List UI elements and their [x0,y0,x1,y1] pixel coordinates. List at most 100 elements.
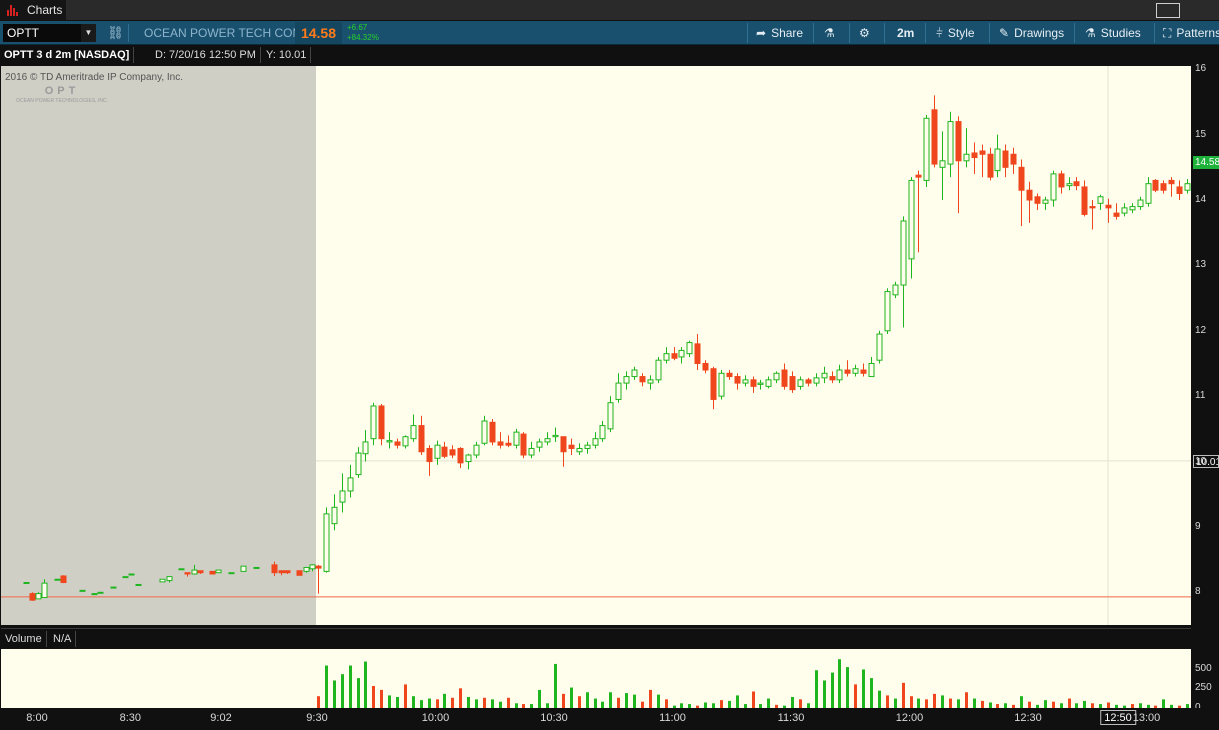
candle-body [215,569,222,574]
candle-body [923,117,930,181]
share-button[interactable]: ➦ Share [756,21,803,45]
candle [1066,177,1073,191]
candle-body [497,441,504,446]
volume-bar [522,704,525,708]
candle-body [639,376,646,383]
candle [481,415,488,446]
candle [931,95,938,168]
volume-chart[interactable] [1,649,1191,708]
candle-body [339,490,346,503]
time-axis[interactable]: 8:00 8:30 9:02 9:30 10:00 10:30 11:00 11:30 12:0… [0,708,1219,730]
toolbar-separator [1154,23,1155,43]
volume-bar [665,699,668,708]
flask-icon: ⚗ [1085,26,1096,40]
drawings-label: Drawings [1014,26,1065,40]
volume-bar [688,704,691,708]
candle [584,441,591,454]
candle-body [303,566,310,572]
candle-body [1066,183,1073,187]
volume-bar [973,698,976,708]
candle-body [370,405,377,440]
volume-bar [357,678,360,708]
candle-body [347,477,354,492]
candle [1184,179,1191,194]
candle [315,564,322,594]
link-icon[interactable]: ⛓ [103,24,129,42]
time-tick-label: 11:30 [777,712,805,724]
candle-body [402,436,409,447]
candle-body [331,506,338,525]
candle-body [441,446,448,457]
charts-tab[interactable]: Charts [0,0,66,20]
volume-bar [586,692,589,708]
candle [1073,177,1080,191]
candle [497,432,504,449]
premarket-shading [1,66,316,625]
price-chart[interactable]: 2016 © TD Ameritrade IP Company, Inc. OP… [1,66,1191,625]
candle-body [915,174,922,178]
candle [592,432,599,449]
volume-bar [1107,702,1110,708]
candle [994,134,1001,178]
volume-bar [554,663,557,708]
volume-value: N/A [49,631,77,647]
candle-body [576,447,583,453]
candle-body [900,220,907,286]
patterns-icon: ⛶ [1163,26,1172,40]
volume-bar [965,692,968,708]
volume-bar [1020,696,1023,708]
candle-body [184,572,191,575]
candle [781,363,788,390]
candle [457,447,464,469]
candle-body [489,421,496,443]
candle [1113,203,1120,220]
candle [528,441,535,459]
volume-bar [1099,704,1102,708]
volume-bar [1028,701,1031,708]
drawings-button[interactable]: ✎ Drawings [999,21,1064,45]
candle [60,575,67,584]
candle-body [726,372,733,378]
studies-button[interactable]: ⚗ Studies [1085,21,1141,45]
style-button[interactable]: ⫩ Style [936,21,975,45]
maximize-button[interactable] [1156,3,1180,18]
volume-bar [1012,704,1015,708]
chart-area: OPTT 3 d 2m [NASDAQ] D: 7/20/16 12:50 PM… [0,45,1219,730]
volume-header: Volume N/A [1,628,1191,648]
candle [1042,196,1049,210]
candle-body [362,441,369,455]
candle-body [757,382,764,385]
volume-bar [680,703,683,708]
volume-bar [1139,703,1142,708]
price-axis[interactable]: 14.58 10.01 8 9 10 11 12 13 14 15 16 [1191,63,1219,625]
timeframe-button[interactable]: 2m [897,26,915,40]
volume-bar [617,697,620,708]
candle-body [240,565,247,572]
candle-body [253,566,260,569]
candle-body [284,570,291,574]
volume-bar [1052,701,1055,708]
flask-button[interactable]: ⚗ [824,21,840,45]
candle [623,371,630,390]
candle [362,430,369,462]
candle-body [1002,150,1009,168]
candle [694,334,701,371]
symbol-selector[interactable]: OPTT ▼ [3,24,96,42]
dropdown-caret-icon[interactable]: ▼ [81,24,96,42]
volume-bar [633,694,636,708]
volume-bar [759,704,762,708]
volume-bar [349,665,352,708]
volume-bar [649,689,652,708]
patterns-button[interactable]: ⛶ Patterns [1163,21,1219,45]
settings-button[interactable]: ⚙ [859,21,875,45]
candle-body [228,572,235,575]
candle-body [1042,199,1049,204]
candle [1160,180,1167,194]
volume-bar [436,699,439,708]
candle-body [1026,189,1033,201]
candle [797,376,804,390]
copyright-text: 2016 © TD Ameritrade IP Company, Inc. [5,72,184,83]
candle-body [663,353,670,361]
time-tick-label: 9:02 [210,712,232,724]
